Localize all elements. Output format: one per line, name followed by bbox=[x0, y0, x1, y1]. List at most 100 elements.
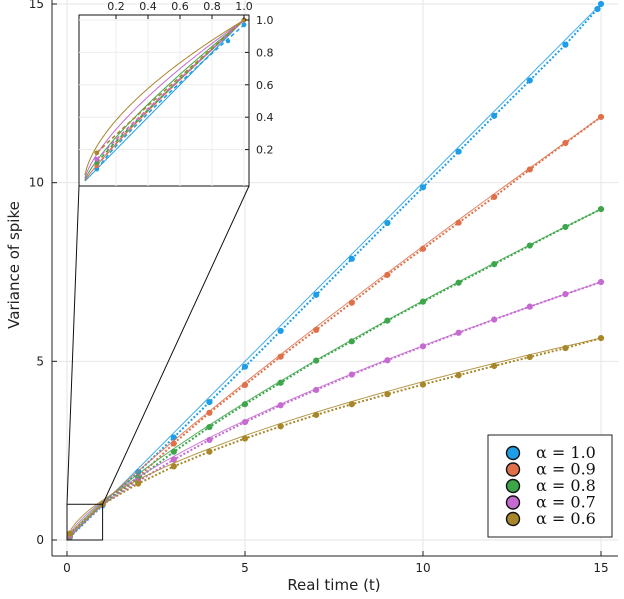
series-1-point bbox=[526, 77, 533, 84]
series-3-point bbox=[277, 379, 284, 386]
series-5-point bbox=[170, 463, 177, 470]
legend-marker bbox=[505, 445, 521, 461]
inset-y-tick-label: 0.4 bbox=[256, 111, 274, 124]
inset-series-5 bbox=[84, 17, 247, 176]
series-1-point bbox=[597, 0, 605, 8]
series-2-point bbox=[384, 271, 391, 278]
series-3-point bbox=[491, 261, 498, 268]
series-3-line bbox=[69, 208, 602, 537]
series-4-point bbox=[526, 303, 533, 310]
series-2-reference-line bbox=[66, 116, 602, 541]
inset-series-5-reference-line bbox=[84, 19, 246, 176]
series-1-point bbox=[491, 112, 498, 119]
inset-x-tick-label: 0.4 bbox=[139, 0, 157, 13]
inset-x-tick-label: 0.6 bbox=[171, 0, 189, 13]
inset-series-1-point bbox=[241, 22, 247, 28]
legend-marker bbox=[505, 462, 521, 477]
series-1-reference-line bbox=[66, 3, 602, 541]
x-axis-label: Real time (t) bbox=[287, 576, 380, 594]
series-5-point bbox=[348, 401, 355, 408]
inset-series-1-reference-line bbox=[84, 18, 246, 182]
inset-x-tick-label: 0.2 bbox=[107, 0, 125, 13]
inset-series-5-line bbox=[96, 19, 245, 154]
series-2-point bbox=[526, 166, 533, 173]
series-5-point bbox=[455, 372, 462, 379]
series-2-point bbox=[241, 381, 249, 389]
series-1-point bbox=[348, 255, 355, 262]
series-2-point bbox=[313, 326, 320, 333]
series-2-point bbox=[348, 299, 355, 306]
series-1-point bbox=[419, 184, 427, 191]
series-2-point bbox=[491, 193, 498, 201]
x-tick-label: 10 bbox=[415, 561, 430, 575]
series-5-point bbox=[313, 411, 320, 419]
plot-area bbox=[66, 0, 605, 541]
inset-series-5-point bbox=[241, 17, 247, 23]
series-3-point bbox=[241, 401, 249, 408]
series-2-point bbox=[597, 113, 605, 121]
inset-series-4-line bbox=[96, 19, 245, 160]
series-3-point bbox=[526, 242, 533, 249]
series-1-point bbox=[594, 5, 601, 13]
legend-label: α = 0.6 bbox=[536, 509, 596, 528]
series-5 bbox=[66, 335, 605, 541]
inset-y-tick-label: 0.8 bbox=[256, 46, 274, 59]
series-2-point bbox=[419, 245, 427, 252]
inset-series-1-point bbox=[225, 38, 231, 44]
inset-series-2-line bbox=[96, 19, 245, 167]
series-5-line bbox=[69, 337, 602, 535]
series-5-point bbox=[562, 345, 569, 352]
legend-marker bbox=[505, 478, 521, 494]
series-3-point bbox=[170, 448, 177, 455]
legend-label: α = 1.0 bbox=[536, 443, 596, 462]
series-5-point bbox=[241, 435, 249, 442]
series-5-point bbox=[597, 335, 605, 342]
zoom-indicator bbox=[66, 185, 250, 541]
inset-series-4-point bbox=[94, 156, 100, 162]
legend-marker bbox=[505, 495, 521, 510]
series-5-point bbox=[526, 353, 533, 361]
series-4-point bbox=[384, 357, 391, 364]
series-3-point bbox=[384, 317, 391, 324]
legend-marker bbox=[505, 511, 521, 527]
y-tick-label: 15 bbox=[29, 0, 44, 11]
series-3-point bbox=[455, 279, 462, 286]
series-3-point bbox=[348, 338, 355, 345]
inset-series-5-point bbox=[94, 150, 100, 156]
series-1-point bbox=[277, 327, 284, 335]
series-3-point bbox=[419, 298, 427, 305]
inset-y-tick-label: 0.2 bbox=[256, 144, 274, 157]
y-tick-label: 0 bbox=[36, 533, 44, 547]
series-2-point bbox=[206, 409, 213, 416]
inset-y-tick-label: 1.0 bbox=[256, 14, 274, 27]
series-4-point bbox=[455, 329, 462, 336]
series-4-point bbox=[313, 386, 320, 394]
series-4-point bbox=[597, 278, 605, 286]
series-2 bbox=[66, 113, 605, 541]
x-tick-label: 0 bbox=[63, 561, 71, 575]
series-4-reference-line bbox=[66, 281, 602, 541]
series-3-point bbox=[562, 223, 569, 231]
zoom-region-box bbox=[66, 503, 104, 541]
inset-series-1-line bbox=[96, 24, 245, 170]
y-tick-label: 5 bbox=[36, 354, 44, 368]
series-5-point bbox=[135, 480, 142, 487]
series-5-point bbox=[384, 391, 391, 398]
series-2-line bbox=[69, 116, 602, 538]
legend-label: α = 0.9 bbox=[536, 460, 596, 479]
series-4-point bbox=[277, 402, 284, 409]
inset-series-4-reference-line bbox=[84, 19, 246, 179]
x-tick-label: 5 bbox=[241, 561, 249, 575]
series-5-point bbox=[277, 423, 284, 430]
series-2-point bbox=[170, 440, 177, 447]
series-2-point bbox=[277, 353, 284, 360]
legend-label: α = 0.8 bbox=[536, 476, 596, 495]
axes: 0 5 10 15 0 5 10 15 bbox=[29, 0, 618, 575]
series-1-point bbox=[313, 291, 320, 298]
inset-x-tick-label: 1.0 bbox=[235, 0, 253, 13]
series-1-point bbox=[562, 41, 569, 48]
inset-x-tick-label: 0.8 bbox=[203, 0, 221, 13]
inset-y-tick-label: 0.6 bbox=[256, 79, 274, 92]
zoom-connector-line bbox=[102, 185, 250, 505]
